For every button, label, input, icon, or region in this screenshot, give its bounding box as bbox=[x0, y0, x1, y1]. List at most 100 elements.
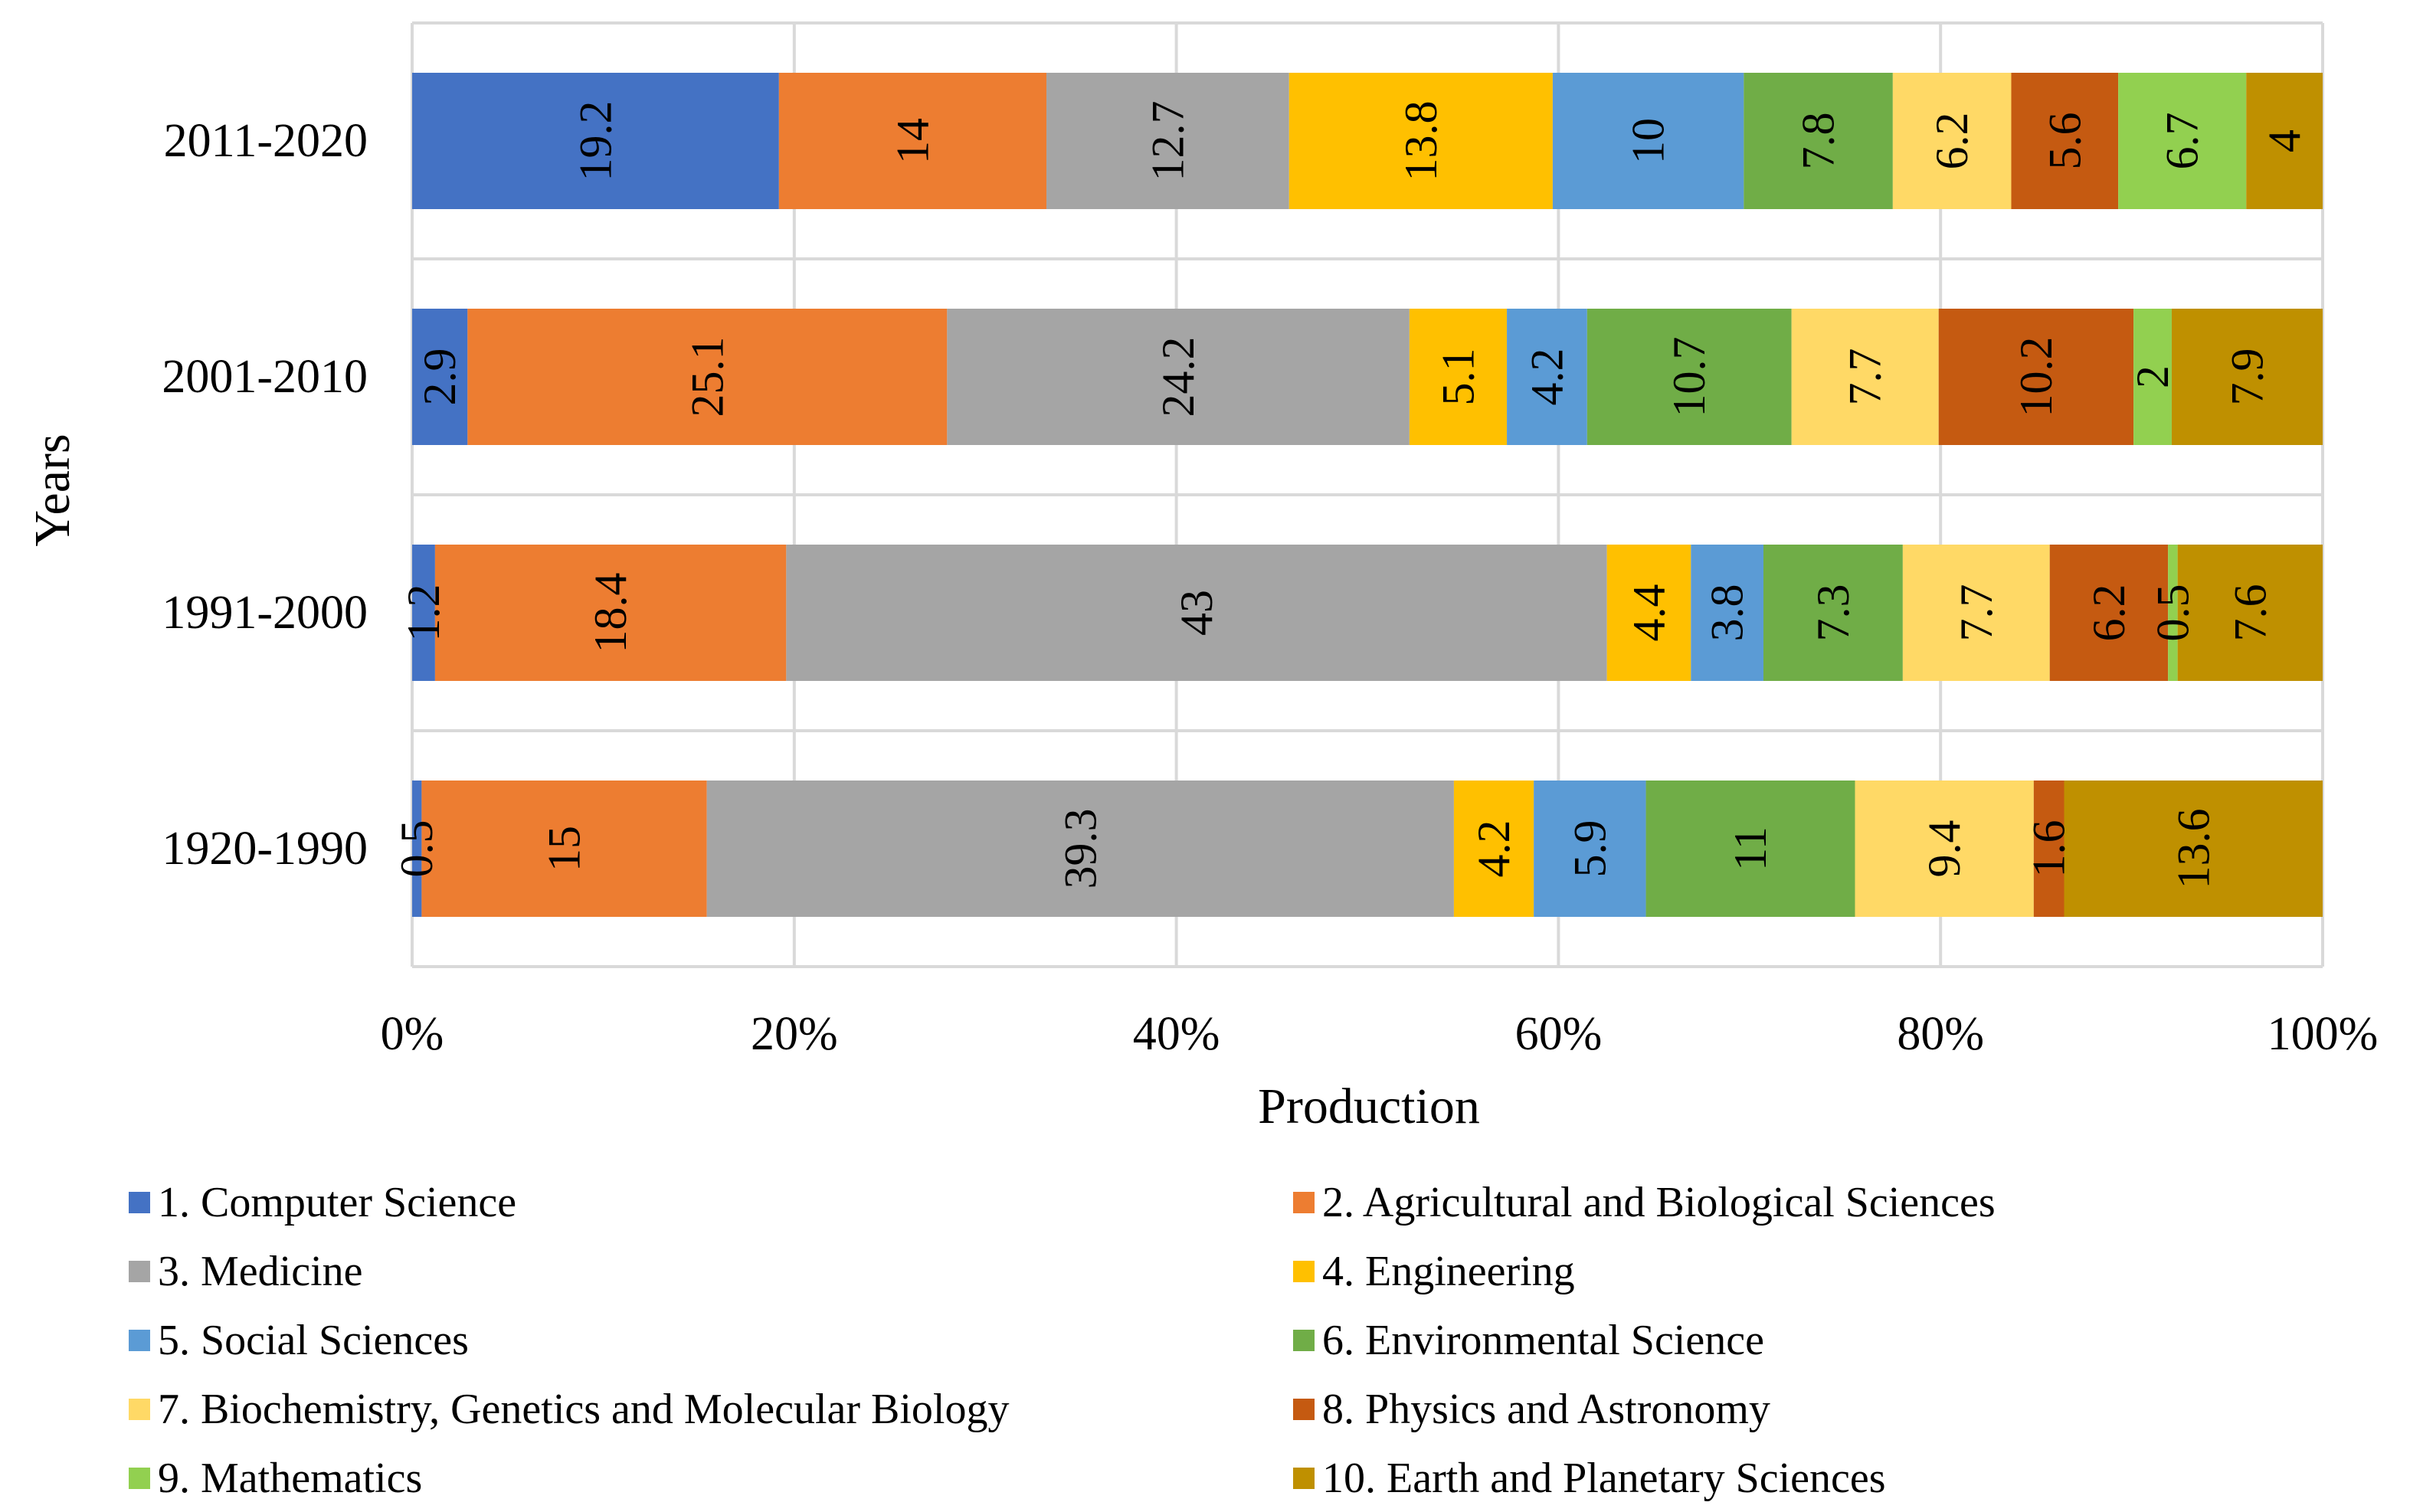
x-tick-label: 20% bbox=[751, 1008, 838, 1060]
y-axis-category-labels: 2011-2020 2001-2010 1991-2000 1920-1990 bbox=[162, 115, 368, 875]
y-category-label: 1920-1990 bbox=[162, 823, 368, 875]
data-label: 6.2 bbox=[1927, 113, 1977, 170]
legend-item: 9. Mathematics bbox=[129, 1455, 422, 1502]
data-label: 10.2 bbox=[2011, 337, 2061, 417]
x-tick-label: 40% bbox=[1133, 1008, 1220, 1060]
bar-segment bbox=[1409, 309, 1508, 445]
bar-segment bbox=[1606, 545, 1691, 681]
data-label: 18.4 bbox=[585, 573, 636, 653]
data-label: 5.1 bbox=[1433, 349, 1483, 406]
bar-segment bbox=[778, 73, 1047, 209]
legend-item: 8. Physics and Astronomy bbox=[1293, 1386, 1770, 1433]
bar-segment bbox=[1046, 73, 1289, 209]
bar-segment bbox=[1507, 309, 1587, 445]
bar-segment bbox=[1791, 309, 1939, 445]
legend-item: 4. Engineering bbox=[1293, 1248, 1575, 1295]
data-label: 13.6 bbox=[2168, 809, 2218, 889]
data-label: 4.2 bbox=[1469, 820, 1519, 878]
data-label: 14 bbox=[887, 118, 938, 164]
bar-segment bbox=[467, 309, 948, 445]
data-label: 0.5 bbox=[391, 820, 442, 878]
data-label: 7.8 bbox=[1793, 113, 1844, 170]
bar-segment bbox=[2118, 73, 2247, 209]
legend-item: 7. Biochemistry, Genetics and Molecular … bbox=[129, 1386, 1009, 1433]
legend-label: 8. Physics and Astronomy bbox=[1322, 1386, 1770, 1433]
bar-segment bbox=[412, 545, 435, 681]
bar-segment bbox=[2177, 545, 2323, 681]
data-label: 4 bbox=[2259, 129, 2310, 152]
bar-segment bbox=[1453, 781, 1534, 917]
bar-segment bbox=[1552, 73, 1744, 209]
data-label: 12.7 bbox=[1142, 101, 1193, 182]
y-category-label: 1991-2000 bbox=[162, 587, 368, 639]
legend-swatch bbox=[1293, 1261, 1315, 1282]
bar-segment bbox=[421, 781, 707, 917]
bar-segment bbox=[2171, 309, 2323, 445]
data-label: 7.6 bbox=[2225, 584, 2275, 642]
y-axis-title: Years bbox=[25, 434, 80, 546]
x-axis-title: Production bbox=[1258, 1078, 1480, 1134]
legend-label: 5. Social Sciences bbox=[158, 1317, 469, 1364]
data-labels: 19.2 14 12.7 13.8 10 7.8 6.2 5.6 6.7 42.9 25.1 24.2… bbox=[391, 101, 2310, 889]
bar-segment bbox=[1744, 73, 1893, 209]
data-label: 4.4 bbox=[1623, 584, 1674, 642]
bar-segment bbox=[2064, 781, 2323, 917]
legend-swatch bbox=[1293, 1330, 1315, 1351]
legend-swatch bbox=[1293, 1192, 1315, 1213]
bar-segment bbox=[1938, 309, 2134, 445]
data-label: 10 bbox=[1623, 118, 1674, 164]
data-label: 15 bbox=[539, 826, 590, 872]
bars bbox=[412, 73, 2323, 917]
legend-item: 10. Earth and Planetary Sciences bbox=[1293, 1455, 1886, 1502]
bar-segment bbox=[1288, 73, 1553, 209]
data-label: 43 bbox=[1171, 590, 1222, 636]
bar-segment bbox=[1902, 545, 2050, 681]
bar-segment bbox=[1645, 781, 1855, 917]
legend-swatch bbox=[129, 1399, 150, 1420]
legend-item: 1. Computer Science bbox=[129, 1179, 516, 1226]
data-label: 24.2 bbox=[1153, 337, 1203, 417]
data-label: 39.3 bbox=[1055, 809, 1105, 889]
legend-swatch bbox=[129, 1330, 150, 1351]
legend-label: 6. Environmental Science bbox=[1322, 1317, 1764, 1364]
bar-segment bbox=[412, 309, 468, 445]
legend-swatch bbox=[1293, 1468, 1315, 1489]
legend-label: 9. Mathematics bbox=[158, 1455, 422, 1502]
legend-label: 3. Medicine bbox=[158, 1248, 362, 1295]
bar-segment bbox=[1892, 73, 2012, 209]
data-label: 2 bbox=[2127, 365, 2178, 388]
data-label: 11 bbox=[1725, 826, 1776, 871]
data-label: 25.1 bbox=[682, 337, 732, 417]
legend-label: 7. Biochemistry, Genetics and Molecular … bbox=[158, 1386, 1009, 1433]
data-label: 9.4 bbox=[1919, 820, 1970, 878]
x-axis-tick-labels: 0% 20% 40% 60% 80% 100% bbox=[381, 1008, 2379, 1060]
data-label: 4.2 bbox=[1521, 349, 1572, 406]
bar-segment bbox=[1586, 309, 1792, 445]
data-label: 6.2 bbox=[2084, 584, 2134, 642]
legend-item: 2. Agricultural and Biological Sciences bbox=[1293, 1179, 1996, 1226]
x-tick-label: 100% bbox=[2268, 1008, 2379, 1060]
legend-label: 1. Computer Science bbox=[158, 1179, 516, 1226]
legend-label: 10. Earth and Planetary Sciences bbox=[1322, 1455, 1886, 1502]
legend-label: 4. Engineering bbox=[1322, 1248, 1575, 1295]
bar-segment bbox=[2011, 73, 2119, 209]
bar-segment bbox=[434, 545, 787, 681]
data-label: 1.6 bbox=[2024, 820, 2074, 878]
bar-segment bbox=[786, 545, 1607, 681]
data-label: 3.8 bbox=[1702, 584, 1753, 642]
bar-segment bbox=[412, 781, 422, 917]
legend: 1. Computer Science 2. Agricultural and B… bbox=[129, 1179, 1996, 1502]
x-tick-label: 0% bbox=[381, 1008, 444, 1060]
legend-swatch bbox=[129, 1261, 150, 1282]
bar-segment bbox=[2168, 545, 2178, 681]
data-label: 7.9 bbox=[2222, 349, 2272, 406]
y-category-label: 2011-2020 bbox=[164, 115, 368, 167]
legend-item: 6. Environmental Science bbox=[1293, 1317, 1764, 1364]
bar-segment bbox=[2033, 781, 2065, 917]
data-label: 10.7 bbox=[1664, 337, 1714, 417]
bar-segment bbox=[2133, 309, 2172, 445]
legend-label: 2. Agricultural and Biological Sciences bbox=[1322, 1179, 1996, 1226]
bar-segment bbox=[2049, 545, 2169, 681]
data-label: 0.5 bbox=[2147, 584, 2198, 642]
bar-segment bbox=[1691, 545, 1763, 681]
